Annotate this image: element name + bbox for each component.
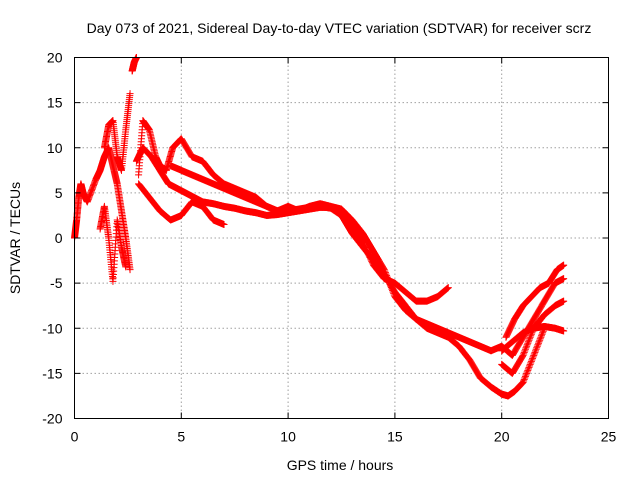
data-point [521, 345, 529, 353]
data-point [521, 347, 529, 355]
x-tick-label: 15 [387, 429, 403, 445]
data-point [560, 275, 568, 283]
data-point [536, 336, 544, 344]
data-point [560, 261, 568, 269]
data-series [135, 180, 228, 228]
data-point [523, 369, 531, 377]
data-point [532, 345, 540, 353]
data-point [533, 344, 541, 352]
data-point [126, 266, 134, 274]
data-point [560, 327, 568, 335]
data-point [526, 333, 534, 341]
x-tick-label: 10 [280, 429, 296, 445]
data-point [519, 378, 527, 386]
data-point [529, 353, 537, 361]
data-point [220, 220, 228, 228]
data-point [524, 366, 532, 374]
data-series [498, 322, 568, 355]
y-tick-label: 5 [55, 185, 63, 201]
data-point [523, 368, 531, 376]
data-point [526, 360, 534, 368]
x-tick-labels: 0 5 10 15 20 25 [71, 429, 617, 445]
data-point [521, 372, 529, 380]
data-point [126, 90, 134, 98]
grid [74, 57, 609, 419]
data-point [537, 333, 545, 341]
y-tick-labels: -20 -15 -10 -5 0 5 10 15 20 [42, 50, 62, 427]
x-tick-label: 5 [177, 429, 185, 445]
data-point [526, 362, 534, 370]
data-series [167, 162, 548, 400]
data-point [539, 329, 547, 337]
data-point [528, 356, 536, 364]
data-series [128, 54, 140, 75]
data-series [100, 90, 134, 174]
x-tick-label: 0 [71, 429, 79, 445]
data-point [523, 342, 531, 350]
chart-title: Day 073 of 2021, Sidereal Day-to-day VTE… [87, 20, 592, 36]
data-point [519, 351, 527, 359]
y-axis-title: SDTVAR / TECUs [7, 182, 23, 294]
data-point [520, 348, 528, 356]
data-series [502, 261, 568, 341]
data-point [527, 357, 535, 365]
data-point [444, 284, 452, 292]
y-tick-label: -20 [42, 411, 62, 427]
y-tick-label: 20 [47, 50, 63, 66]
data-point [532, 347, 540, 355]
x-tick-label: 20 [494, 429, 510, 445]
data-point [560, 297, 568, 305]
data-point [524, 339, 532, 347]
data-point [523, 341, 531, 349]
data-markers [71, 54, 568, 400]
data-point [524, 338, 532, 346]
data-point [524, 365, 532, 373]
data-point [520, 377, 528, 385]
data-point [526, 335, 534, 343]
data-point [537, 332, 545, 340]
data-point [444, 284, 452, 292]
y-tick-label: -5 [50, 275, 63, 291]
data-point [530, 350, 538, 358]
data-point [443, 285, 451, 293]
y-tick-label: 0 [55, 230, 63, 246]
data-point [530, 351, 538, 359]
data-point [521, 374, 529, 382]
data-point [529, 354, 537, 362]
data-point [534, 339, 542, 347]
data-point [520, 350, 528, 358]
x-axis-title: GPS time / hours [287, 457, 394, 473]
data-point [520, 375, 528, 383]
x-tick-label: 25 [601, 429, 617, 445]
y-tick-label: 10 [47, 140, 63, 156]
data-point [525, 363, 533, 371]
data-point [443, 285, 451, 293]
data-series [498, 297, 568, 377]
data-point [536, 335, 544, 343]
data-point [522, 371, 530, 379]
y-tick-label: -15 [42, 365, 62, 381]
data-point [522, 344, 530, 352]
data-point [538, 330, 546, 338]
data-series [96, 202, 130, 285]
data-point [525, 336, 533, 344]
data-series [71, 144, 134, 274]
data-point [527, 359, 535, 367]
data-point [535, 338, 543, 346]
data-point [531, 348, 539, 356]
y-tick-label: -10 [42, 320, 62, 336]
data-point [534, 341, 542, 349]
y-tick-label: 15 [47, 95, 63, 111]
data-point [122, 263, 130, 271]
data-point [533, 342, 541, 350]
data-point [527, 332, 535, 340]
tick-marks [74, 57, 609, 419]
